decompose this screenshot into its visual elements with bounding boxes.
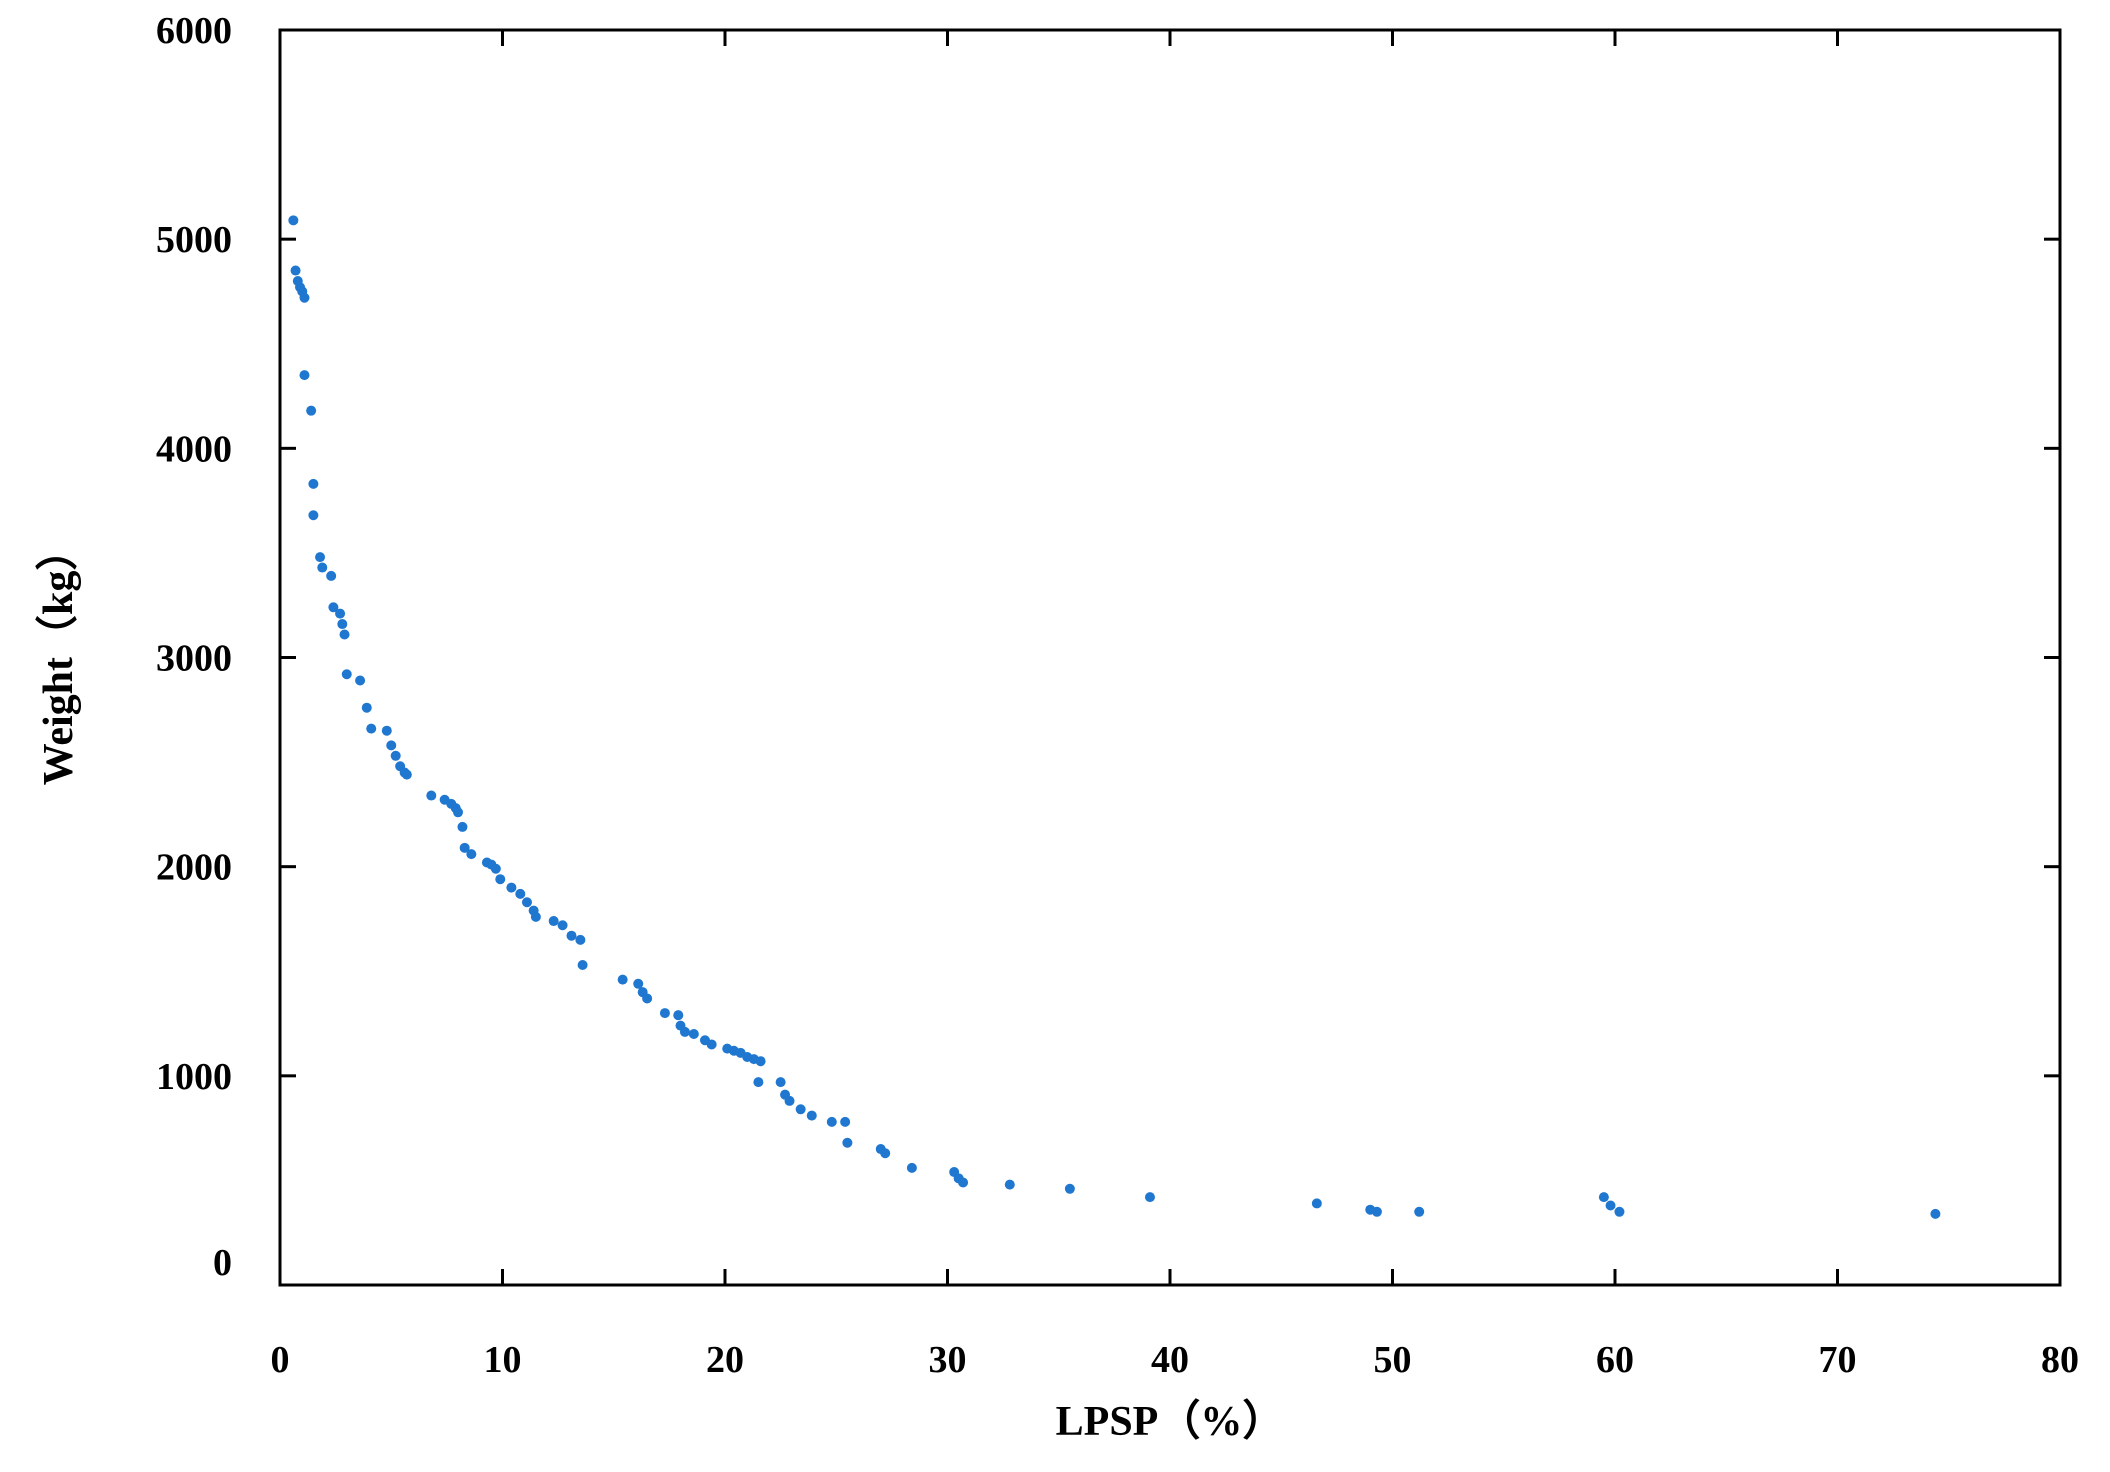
data-point	[521, 897, 532, 908]
data-point	[1614, 1206, 1625, 1217]
data-point	[548, 916, 559, 927]
data-point	[633, 978, 644, 989]
y-tick-label: 1000	[156, 1056, 232, 1098]
data-point	[753, 1077, 764, 1088]
data-point	[299, 292, 310, 303]
y-tick-label: 5000	[156, 219, 232, 261]
data-point	[326, 570, 337, 581]
data-point	[842, 1137, 853, 1148]
data-point	[515, 888, 526, 899]
data-point	[401, 769, 412, 780]
data-point	[557, 920, 568, 931]
data-point	[1605, 1200, 1616, 1211]
data-point	[575, 934, 586, 945]
data-point	[784, 1095, 795, 1106]
data-point	[880, 1148, 891, 1159]
data-point	[299, 370, 310, 381]
data-point	[317, 562, 328, 573]
data-point	[335, 608, 346, 619]
x-tick-label: 80	[2041, 1339, 2079, 1381]
data-point	[673, 1010, 684, 1021]
data-point	[1311, 1198, 1322, 1209]
y-tick-label: 6000	[156, 10, 232, 52]
x-tick-label: 50	[1374, 1339, 1412, 1381]
data-point	[361, 702, 372, 713]
data-point	[755, 1056, 766, 1067]
data-point	[1371, 1206, 1382, 1217]
tick-labels: 0 10 20 30 40 50 60 70 80 0 1000 2000 3000 4000 5000 60…	[156, 10, 2079, 1381]
data-point	[566, 930, 577, 941]
data-point	[290, 265, 301, 276]
x-tick-label: 70	[1819, 1339, 1857, 1381]
data-point	[495, 874, 506, 885]
x-tick-label: 40	[1151, 1339, 1189, 1381]
data-point	[366, 723, 377, 734]
data-point	[577, 959, 588, 970]
data-point	[826, 1116, 837, 1127]
data-point	[490, 863, 501, 874]
data-point	[341, 669, 352, 680]
data-point	[390, 750, 401, 761]
plot-area	[278, 28, 2062, 1287]
data-point	[1004, 1179, 1015, 1190]
data-point	[306, 405, 317, 416]
data-point	[617, 974, 628, 985]
data-point	[459, 842, 470, 853]
data-point	[466, 849, 477, 860]
data-point	[315, 552, 326, 563]
data-point	[958, 1177, 969, 1188]
y-tick-label: 0	[213, 1242, 232, 1284]
data-point	[381, 725, 392, 736]
y-tick-label: 2000	[156, 847, 232, 889]
data-point	[457, 821, 468, 832]
y-tick-label: 4000	[156, 428, 232, 470]
data-point	[1930, 1208, 1941, 1219]
x-axis-label: LPSP（%）	[1056, 1398, 1285, 1445]
data-point	[706, 1039, 717, 1050]
data-point	[426, 790, 437, 801]
x-tick-label: 30	[929, 1339, 967, 1381]
axis-ticks	[278, 28, 2062, 1287]
data-point	[308, 510, 319, 521]
data-point	[530, 911, 541, 922]
data-point	[386, 740, 397, 751]
data-point	[659, 1008, 670, 1019]
data-point	[906, 1162, 917, 1173]
data-point	[795, 1104, 806, 1115]
data-point	[1144, 1192, 1155, 1203]
x-tick-label: 10	[484, 1339, 522, 1381]
data-point	[339, 629, 350, 640]
data-point	[679, 1026, 690, 1037]
data-point	[840, 1116, 851, 1127]
y-tick-label: 3000	[156, 638, 232, 680]
data-point	[453, 807, 463, 818]
data-point	[1598, 1192, 1609, 1203]
data-points	[288, 215, 1941, 1219]
data-point	[506, 882, 517, 893]
data-point	[288, 215, 299, 226]
data-point	[775, 1077, 786, 1088]
x-tick-label: 60	[1596, 1339, 1634, 1381]
x-tick-label: 20	[706, 1339, 744, 1381]
y-axis-label: Weight（kg）	[35, 529, 82, 786]
data-point	[806, 1110, 817, 1121]
data-point	[642, 993, 653, 1004]
x-tick-label: 0	[271, 1339, 290, 1381]
data-point	[328, 602, 339, 613]
data-point	[688, 1029, 699, 1039]
data-point	[1414, 1206, 1425, 1217]
data-point	[337, 619, 348, 630]
data-point	[355, 675, 366, 686]
data-point	[308, 478, 319, 489]
data-point	[1064, 1183, 1075, 1194]
